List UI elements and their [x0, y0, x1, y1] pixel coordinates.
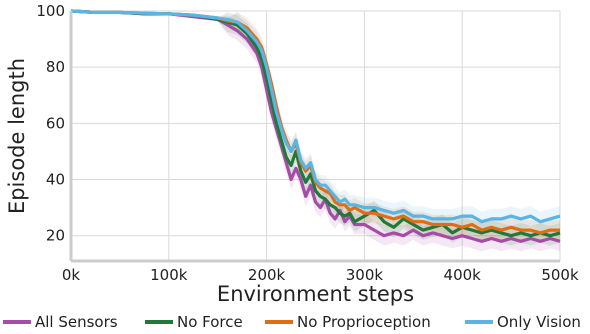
- line-all-sensors: [70, 9, 561, 243]
- legend-entry-all-sensors: All Sensors: [3, 313, 118, 331]
- legend-label-only-vision: Only Vision: [497, 313, 581, 331]
- legend-entry-no-force: No Force: [145, 313, 243, 331]
- tick-labels: 0k 100k 200k 300k 400k 500k 20 40 60 80 100: [36, 2, 579, 284]
- legend-label-no-proprioception: No Proprioception: [297, 313, 431, 331]
- x-tick-label: 0k: [62, 266, 81, 284]
- axes: [69, 11, 560, 263]
- x-tick-label: 100k: [150, 266, 188, 284]
- legend-entry-only-vision: Only Vision: [465, 313, 581, 331]
- y-tick-label: 60: [46, 114, 65, 132]
- line-no-force: [70, 9, 561, 238]
- y-tick-label: 100: [36, 2, 65, 20]
- line-only-vision: [70, 9, 561, 224]
- legend-entry-no-proprioception: No Proprioception: [265, 313, 431, 331]
- confidence-bands: [71, 11, 560, 252]
- x-tick-label: 500k: [541, 266, 579, 284]
- x-tick-label: 300k: [346, 266, 384, 284]
- legend-label-all-sensors: All Sensors: [35, 313, 118, 331]
- legend: All Sensors No Force No Proprioception Only…: [3, 313, 581, 331]
- legend-label-no-force: No Force: [177, 313, 243, 331]
- band-no-proprioception: [71, 11, 560, 243]
- series-lines: [70, 9, 561, 243]
- x-tick-label: 200k: [248, 266, 286, 284]
- y-axis-title: Episode length: [5, 58, 29, 214]
- x-tick-label: 400k: [444, 266, 482, 284]
- y-tick-label: 40: [46, 171, 65, 189]
- y-tick-label: 80: [46, 58, 65, 76]
- grid: [70, 10, 561, 261]
- y-tick-label: 20: [46, 227, 65, 245]
- x-axis-title: Environment steps: [217, 282, 414, 306]
